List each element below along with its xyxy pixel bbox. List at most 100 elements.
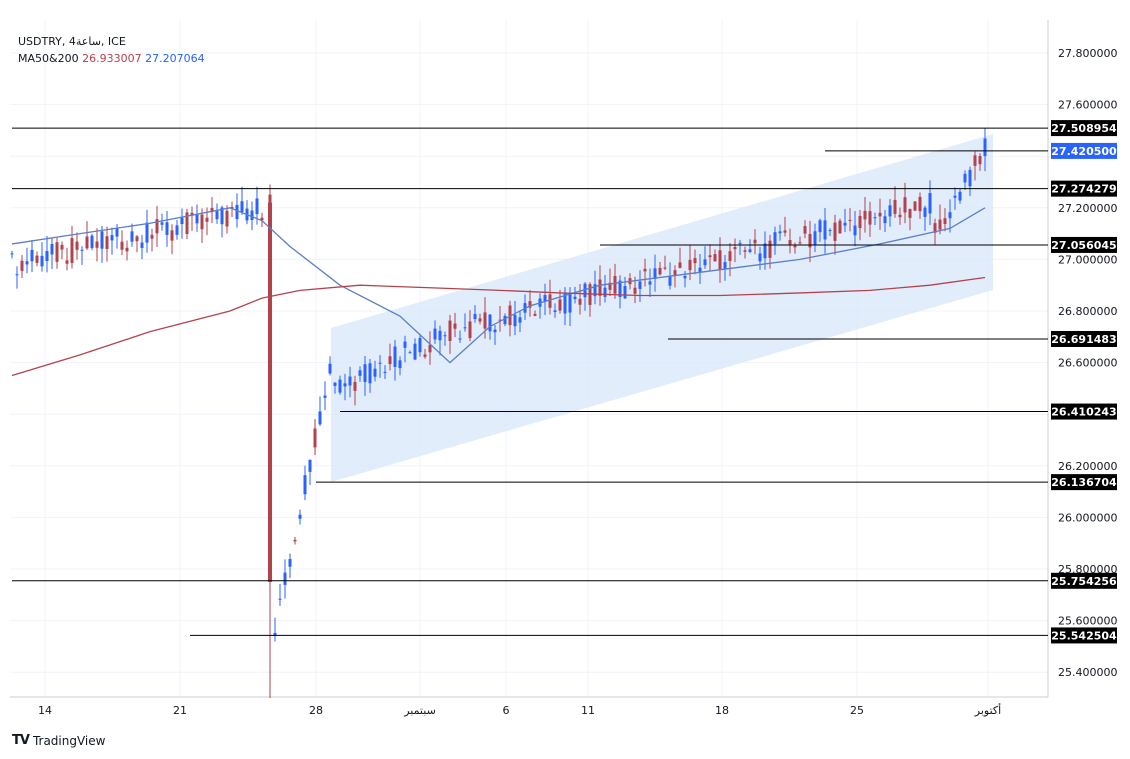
candle-body [293, 539, 297, 542]
symbol-title: USDTRY, 4ساعة, ICE [18, 35, 126, 48]
candle-body [453, 323, 457, 329]
candle-body [863, 210, 867, 220]
x-tick-label: 21 [173, 704, 187, 717]
candle-body [50, 243, 54, 255]
candle-body [688, 259, 692, 271]
candle-body [45, 251, 49, 262]
candle-body [813, 231, 817, 245]
y-tick-label: 25.800000 [1058, 563, 1118, 576]
candle-body [823, 220, 827, 240]
y-tick-label: 27.200000 [1058, 202, 1118, 215]
candle-body [303, 475, 307, 495]
candle-body [883, 216, 887, 224]
candle-body [503, 315, 507, 325]
candle-body [250, 210, 254, 221]
candle-body [588, 284, 592, 305]
x-tick-label: سبتمبر [403, 704, 436, 717]
candle-body [60, 244, 64, 250]
candle-body [338, 379, 342, 393]
y-tick-label: 26.600000 [1058, 357, 1118, 370]
ma200-value: 27.207064 [145, 52, 205, 65]
candle-body [608, 282, 612, 290]
ma-legend: MA50&200 26.933007 27.207064 [18, 52, 205, 65]
candle-body [923, 207, 927, 217]
candle-body [90, 235, 94, 249]
candle-body [195, 214, 199, 224]
candle-body [643, 268, 647, 272]
candle-body [298, 514, 302, 519]
candle-body [110, 235, 114, 241]
candle-body [278, 598, 282, 600]
current-price-badge [1051, 142, 1117, 159]
candle-body [190, 212, 194, 216]
candle-body [713, 254, 717, 262]
x-tick-label: 18 [715, 704, 729, 717]
candle-body [623, 286, 627, 299]
candle-body [388, 356, 392, 365]
candle-body [493, 329, 497, 333]
level-label: 27.274279 [1051, 183, 1116, 196]
candle-body [533, 313, 537, 316]
candle-body [833, 222, 837, 241]
current-price-label: 27.420500 [1051, 145, 1117, 158]
candle-body [573, 296, 577, 300]
candle-body [728, 251, 732, 261]
ma50-line [11, 207, 986, 364]
candle-body [603, 287, 607, 297]
level-badge [1051, 403, 1117, 420]
candle-body [648, 281, 652, 285]
candle-body [513, 314, 517, 327]
candle-body [943, 218, 947, 224]
candle-body [473, 313, 477, 319]
x-tick-label: 6 [503, 704, 510, 717]
candle-body [95, 241, 99, 248]
candle-body [903, 197, 907, 213]
candle-body [638, 281, 642, 289]
candle-body [428, 344, 432, 353]
level-label: 26.410243 [1051, 406, 1116, 419]
candle-body [150, 234, 154, 239]
candle-body [160, 222, 164, 225]
candle-body [333, 382, 337, 386]
candle-body [225, 210, 229, 227]
candle-body [983, 138, 987, 157]
level-label: 26.691483 [1051, 333, 1116, 346]
candle-body [933, 223, 937, 233]
candle-body [828, 230, 832, 232]
candle-body [65, 260, 69, 264]
candle-body [878, 212, 882, 217]
x-tick-label: أكتوبر [974, 703, 1001, 717]
candle-body [273, 632, 277, 636]
x-tick-label: 11 [581, 704, 595, 717]
candle-body [328, 363, 332, 374]
candle-body [893, 199, 897, 214]
candle-body [25, 261, 29, 265]
candle-body [468, 321, 472, 339]
candle-body [140, 242, 144, 248]
candle-body [978, 156, 982, 165]
candle-body [963, 173, 967, 183]
candle-body [958, 191, 962, 201]
level-label: 25.542504 [1051, 629, 1117, 642]
candle-body [413, 343, 417, 360]
candle-body [200, 214, 204, 230]
candle-body [753, 239, 757, 244]
brand-label: TradingView [32, 733, 106, 748]
candle-body [583, 283, 587, 298]
level-badge [1051, 120, 1117, 137]
level-label: 25.754256 [1051, 575, 1117, 588]
candle-body [708, 255, 712, 258]
candle-body [145, 222, 149, 243]
ma50-value: 26.933007 [82, 52, 142, 65]
candle-body [808, 233, 812, 248]
candle-body [125, 247, 129, 252]
candle-body [798, 242, 802, 244]
candle-body [180, 217, 184, 225]
y-tick-label: 26.200000 [1058, 460, 1118, 473]
tradingview-brand[interactable]: TV TradingView [12, 733, 105, 748]
candle-body [210, 207, 214, 213]
candle-body [898, 214, 902, 218]
candle-body [185, 212, 189, 235]
candle-body [673, 270, 677, 276]
